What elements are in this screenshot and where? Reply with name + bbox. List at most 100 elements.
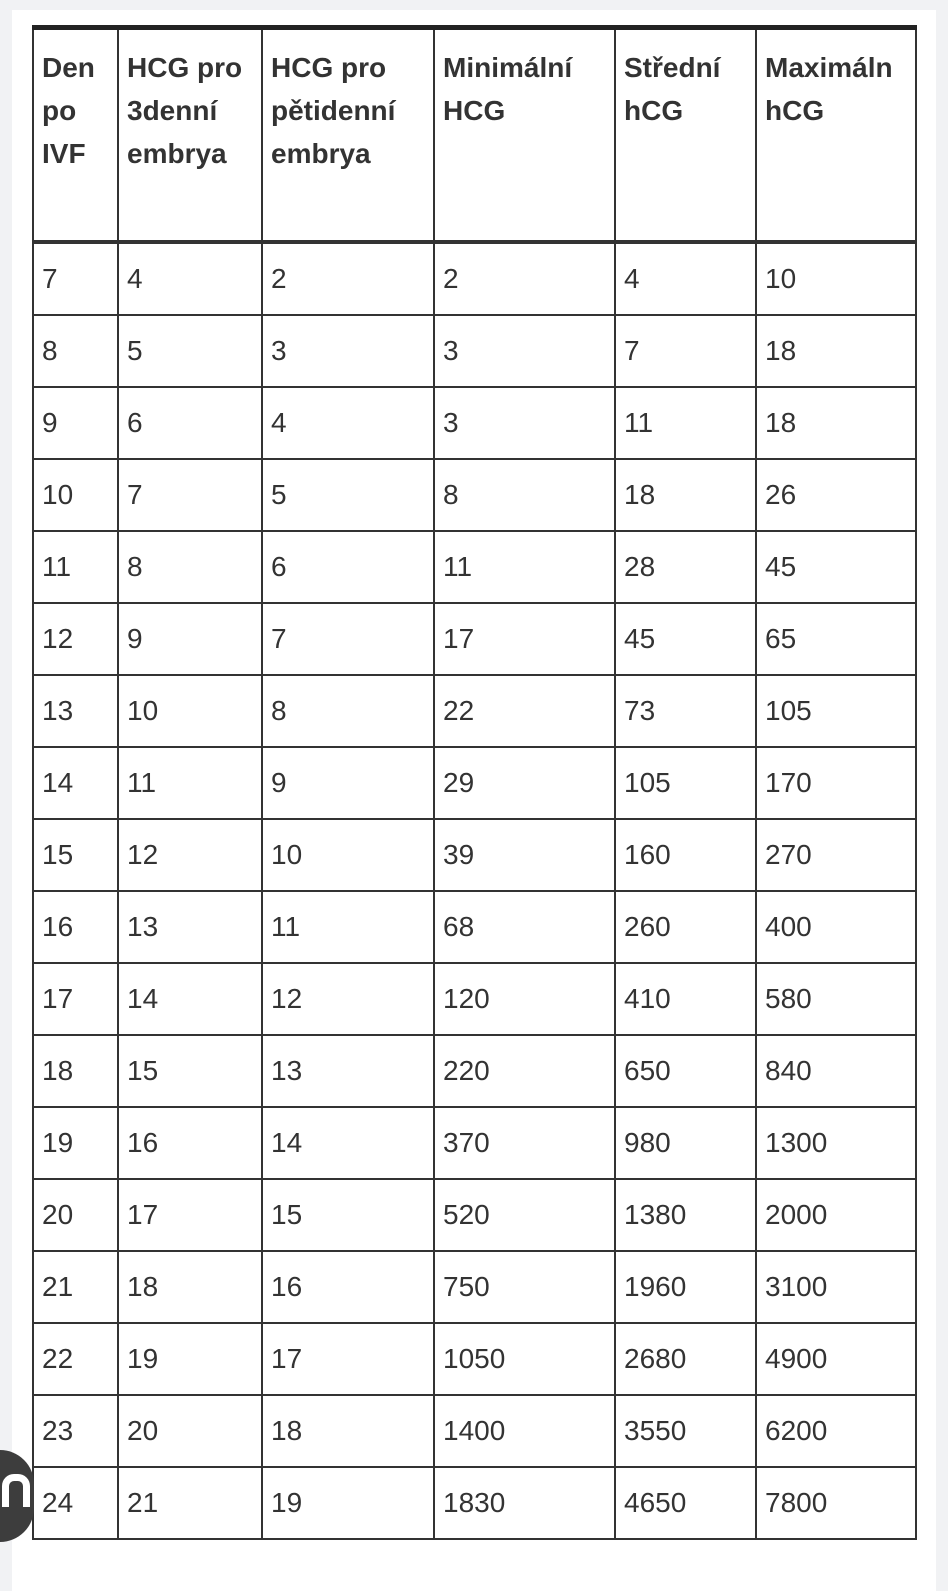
table-cell: 19 xyxy=(261,1466,435,1540)
table-cell: 370 xyxy=(433,1106,616,1180)
table-cell: 750 xyxy=(433,1250,616,1324)
table-row: 18 15 13 220 650 840 xyxy=(32,1034,917,1108)
table-cell: 11 xyxy=(117,746,263,820)
header-row: Den po IVF HCG pro 3denní embrya HCG pro p… xyxy=(32,25,917,244)
table-cell: 3 xyxy=(433,386,616,460)
table-cell: 7 xyxy=(261,602,435,676)
table-cell: 2000 xyxy=(755,1178,917,1252)
table-cell: 980 xyxy=(614,1106,757,1180)
table-cell: 8 xyxy=(32,314,119,388)
table-cell: 6200 xyxy=(755,1394,917,1468)
table-cell: 11 xyxy=(32,530,119,604)
table-cell: 580 xyxy=(755,962,917,1036)
table-row: 15 12 10 39 160 270 xyxy=(32,818,917,892)
table-cell: 18 xyxy=(32,1034,119,1108)
table-cell: 1380 xyxy=(614,1178,757,1252)
table-cell: 12 xyxy=(117,818,263,892)
table-cell: 170 xyxy=(755,746,917,820)
table-cell: 4 xyxy=(261,386,435,460)
table-cell: 4 xyxy=(117,241,263,316)
table-cell: 270 xyxy=(755,818,917,892)
table-cell: 5 xyxy=(117,314,263,388)
table-cell: 2680 xyxy=(614,1322,757,1396)
table-cell: 12 xyxy=(261,962,435,1036)
table-row: 22 19 17 1050 2680 4900 xyxy=(32,1322,917,1396)
table-cell: 6 xyxy=(261,530,435,604)
table-cell: 18 xyxy=(614,458,757,532)
hcg-table: Den po IVF HCG pro 3denní embrya HCG pro p… xyxy=(32,25,917,1540)
table-cell: 650 xyxy=(614,1034,757,1108)
table-cell: 17 xyxy=(32,962,119,1036)
table-cell: 840 xyxy=(755,1034,917,1108)
table-cell: 4 xyxy=(614,241,757,316)
table-cell: 15 xyxy=(261,1178,435,1252)
table-cell: 22 xyxy=(433,674,616,748)
table-cell: 16 xyxy=(32,890,119,964)
table-row: 23 20 18 1400 3550 6200 xyxy=(32,1394,917,1468)
table-cell: 6 xyxy=(117,386,263,460)
table-cell: 17 xyxy=(433,602,616,676)
table-cell: 8 xyxy=(117,530,263,604)
table-cell: 14 xyxy=(32,746,119,820)
table-cell: 4900 xyxy=(755,1322,917,1396)
table-row: 14 11 9 29 105 170 xyxy=(32,746,917,820)
table-cell: 20 xyxy=(32,1178,119,1252)
table-cell: 13 xyxy=(261,1034,435,1108)
table-cell: 10 xyxy=(261,818,435,892)
table-cell: 20 xyxy=(117,1394,263,1468)
table-cell: 45 xyxy=(755,530,917,604)
table-cell: 1050 xyxy=(433,1322,616,1396)
table-cell: 15 xyxy=(32,818,119,892)
table-cell: 28 xyxy=(614,530,757,604)
table-row: 21 18 16 750 1960 3100 xyxy=(32,1250,917,1324)
table-cell: 9 xyxy=(117,602,263,676)
table-cell: 9 xyxy=(261,746,435,820)
table-cell: 22 xyxy=(32,1322,119,1396)
table-cell: 410 xyxy=(614,962,757,1036)
table-cell: 18 xyxy=(755,386,917,460)
column-header: Minimální HCG xyxy=(433,25,616,244)
table-row: 24 21 19 1830 4650 7800 xyxy=(32,1466,917,1540)
table-cell: 3550 xyxy=(614,1394,757,1468)
table-cell: 16 xyxy=(117,1106,263,1180)
table-cell: 1300 xyxy=(755,1106,917,1180)
table-row: 10 7 5 8 18 26 xyxy=(32,458,917,532)
table-cell: 4650 xyxy=(614,1466,757,1540)
column-header: Den po IVF xyxy=(32,25,119,244)
table-cell: 8 xyxy=(261,674,435,748)
table-cell: 15 xyxy=(117,1034,263,1108)
table-cell: 11 xyxy=(614,386,757,460)
table-cell: 24 xyxy=(32,1466,119,1540)
table-cell: 11 xyxy=(261,890,435,964)
table-cell: 105 xyxy=(614,746,757,820)
table-cell: 18 xyxy=(261,1394,435,1468)
table-cell: 16 xyxy=(261,1250,435,1324)
table-cell: 1400 xyxy=(433,1394,616,1468)
table-cell: 10 xyxy=(755,241,917,316)
table-cell: 520 xyxy=(433,1178,616,1252)
table-row: 19 16 14 370 980 1300 xyxy=(32,1106,917,1180)
table-cell: 17 xyxy=(117,1178,263,1252)
table-row: 13 10 8 22 73 105 xyxy=(32,674,917,748)
table-row: 7 4 2 2 4 10 xyxy=(32,241,917,316)
table-cell: 18 xyxy=(117,1250,263,1324)
table-cell: 14 xyxy=(261,1106,435,1180)
table-cell: 14 xyxy=(117,962,263,1036)
table-row: 11 8 6 11 28 45 xyxy=(32,530,917,604)
table-row: 8 5 3 3 7 18 xyxy=(32,314,917,388)
table-cell: 18 xyxy=(755,314,917,388)
lens-icon xyxy=(2,1474,30,1507)
table-cell: 3 xyxy=(433,314,616,388)
table-cell: 23 xyxy=(32,1394,119,1468)
floating-lens-button[interactable] xyxy=(0,1450,34,1542)
table-cell: 220 xyxy=(433,1034,616,1108)
table-row: 9 6 4 3 11 18 xyxy=(32,386,917,460)
table-cell: 3 xyxy=(261,314,435,388)
table-cell: 29 xyxy=(433,746,616,820)
table-cell: 65 xyxy=(755,602,917,676)
table-cell: 105 xyxy=(755,674,917,748)
table-cell: 3100 xyxy=(755,1250,917,1324)
column-header: HCG pro pětidenní embrya xyxy=(261,25,435,244)
table-cell: 13 xyxy=(117,890,263,964)
table-cell: 10 xyxy=(32,458,119,532)
